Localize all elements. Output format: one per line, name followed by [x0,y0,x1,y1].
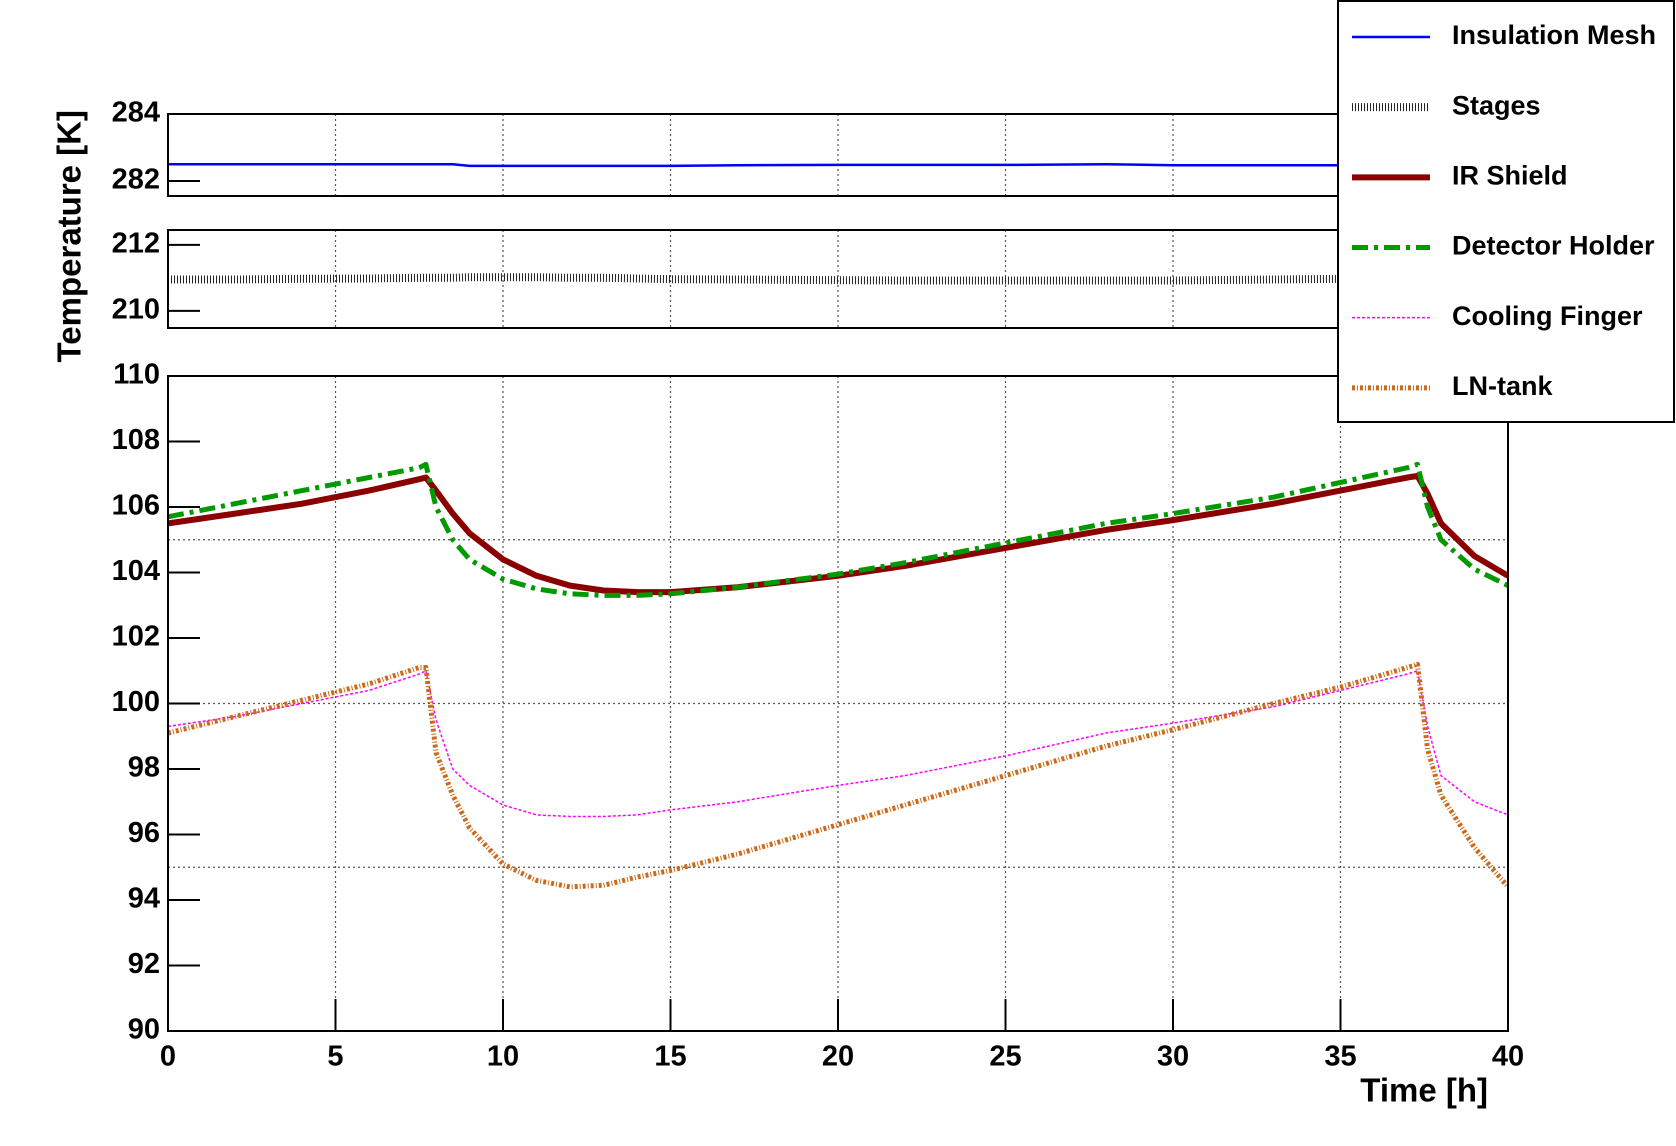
y-tick-label: 100 [112,686,160,718]
y-tick-label: 212 [112,228,160,260]
legend-label: Stages [1452,90,1541,120]
y-tick-label: 210 [112,293,160,325]
x-tick-label: 25 [989,1041,1021,1073]
x-tick-label: 15 [654,1041,686,1073]
y-tick-label: 94 [128,883,160,915]
legend-label: Detector Holder [1452,231,1655,261]
x-tick-label: 40 [1492,1041,1524,1073]
y-tick-label: 282 [112,164,160,196]
y-tick-label: 110 [113,359,160,391]
y-tick-label: 106 [112,490,160,522]
x-axis-title: Time [h] [1360,1072,1488,1109]
x-tick-label: 5 [327,1041,343,1073]
y-tick-label: 102 [112,621,160,653]
x-tick-label: 0 [160,1041,176,1073]
legend-box [1337,0,1675,423]
legend-label: LN-tank [1452,371,1553,401]
y-tick-label: 98 [128,752,160,784]
x-tick-label: 20 [822,1041,854,1073]
series-line [168,661,1508,890]
legend-label: Insulation Mesh [1452,20,1656,50]
x-tick-label: 35 [1324,1041,1356,1073]
legend-label: IR Shield [1452,160,1568,190]
y-tick-label: 284 [112,97,160,129]
series-line [168,461,1508,598]
y-tick-label: 108 [112,424,160,456]
y-tick-label: 92 [128,948,160,980]
y-tick-label: 104 [112,555,160,587]
legend-label: Cooling Finger [1452,301,1643,331]
series-line [168,162,1508,168]
y-axis-title: Temperature [K] [51,110,88,362]
x-tick-label: 10 [487,1041,519,1073]
series-line [168,670,1508,818]
x-tick-label: 30 [1157,1041,1189,1073]
y-tick-label: 90 [128,1014,160,1046]
y-tick-label: 96 [128,817,160,849]
